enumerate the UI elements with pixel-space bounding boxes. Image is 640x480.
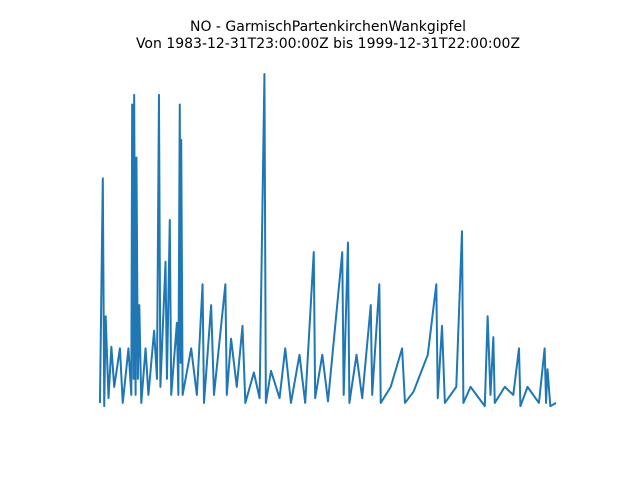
data-line (98, 73, 557, 408)
chart-title: NO - GarmischPartenkirchenWankgipfel (190, 19, 466, 35)
chart-subtitle: Von 1983-12-31T23:00:00Z bis 1999-12-31T… (136, 36, 520, 52)
